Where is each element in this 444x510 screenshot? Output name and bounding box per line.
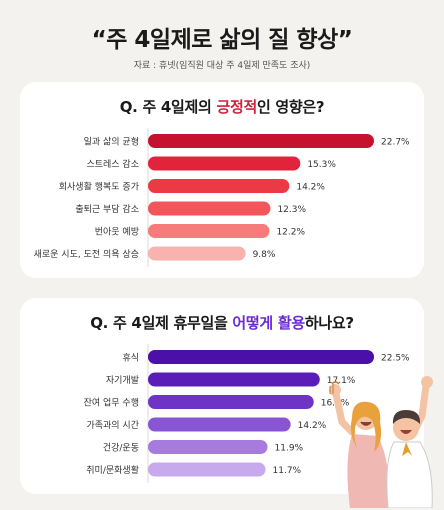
category-label: 번아웃 예방 xyxy=(95,227,139,238)
bar xyxy=(148,134,374,148)
value-label: 14.2% xyxy=(296,183,325,193)
title-part: 인 영향은? xyxy=(256,98,325,116)
positive-effects-card: Q. 주 4일제의 긍정적인 영향은? 일과 삶의 균형 22.7% 스트레스 감소… xyxy=(20,82,424,278)
title-part: Q. 주 4일제의 xyxy=(119,98,217,116)
category-label: 건강/운동 xyxy=(103,443,139,454)
value-label: 11.7% xyxy=(273,466,302,476)
day-off-usage-chart: 휴식 22.5%자기개발 17.1%잔여 업무 수행 16.5%가족과의 시간 14.2… xyxy=(84,344,410,483)
source-note: 자료 : 휴넷(임직원 대상 주 4일제 만족도 조사) xyxy=(133,61,311,71)
page-title: “주 4일제로 삶의 질 향상” xyxy=(91,27,353,53)
category-label: 회사생활 행복도 증가 xyxy=(59,181,139,193)
value-label: 22.7% xyxy=(381,138,410,148)
title-highlight: 어떻게 활용 xyxy=(232,314,305,332)
category-label: 취미/문화생활 xyxy=(86,464,139,476)
value-label: 14.2% xyxy=(298,421,327,431)
chart-title-positive-effects: Q. 주 4일제의 긍정적인 영향은? xyxy=(20,96,424,117)
value-label: 12.3% xyxy=(277,205,306,215)
title-highlight: 긍정적 xyxy=(216,98,257,116)
bar xyxy=(148,440,268,454)
value-label: 22.5% xyxy=(381,354,410,364)
category-label: 잔여 업무 수행 xyxy=(84,397,139,409)
bar xyxy=(148,395,314,409)
bar xyxy=(148,372,320,387)
bar xyxy=(148,224,270,238)
chart-title-day-off-usage: Q. 주 4일제 휴무일을 어떻게 활용하나요? xyxy=(20,312,424,333)
positive-effects-chart: 일과 삶의 균형 22.7% 스트레스 감소 15.3% 회사생활 행복도 증가 14.2… xyxy=(34,128,410,267)
category-label: 일과 삶의 균형 xyxy=(84,137,139,148)
value-label: 15.3% xyxy=(307,160,336,170)
cheering-people-illustration xyxy=(329,376,433,508)
category-label: 자기개발 xyxy=(106,375,139,386)
bar xyxy=(148,201,271,216)
value-label: 9.8% xyxy=(253,250,276,260)
bar xyxy=(148,179,290,193)
bar xyxy=(148,417,291,432)
category-label: 가족과의 시간 xyxy=(86,420,139,431)
bar xyxy=(148,350,374,364)
bar xyxy=(148,462,266,477)
category-label: 출퇴근 부담 감소 xyxy=(75,203,139,215)
value-label: 17.1% xyxy=(327,376,356,386)
bar xyxy=(148,156,301,171)
bar xyxy=(148,246,246,261)
value-label: 11.9% xyxy=(275,444,304,454)
title-part: 하나요? xyxy=(304,314,354,332)
title-part: Q. 주 4일제 휴무일을 xyxy=(90,314,233,332)
category-label: 휴식 xyxy=(122,353,139,364)
category-label: 새로운 시도, 도전 의욕 상승 xyxy=(34,249,139,260)
value-label: 12.2% xyxy=(276,228,305,238)
category-label: 스트레스 감소 xyxy=(86,158,139,170)
